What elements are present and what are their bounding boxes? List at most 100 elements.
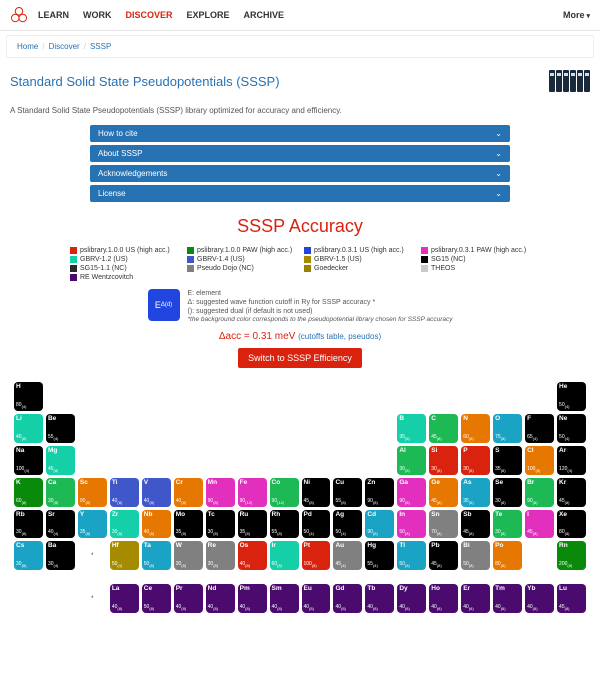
element-cd[interactable]: Cd90(8) xyxy=(365,510,394,539)
element-kr[interactable]: Kr45(8) xyxy=(557,478,586,507)
element-sb[interactable]: Sb45(8) xyxy=(461,510,490,539)
element-br[interactable]: Br90(8) xyxy=(525,478,554,507)
element-zr[interactable]: Zr30(8) xyxy=(110,510,139,539)
element-te[interactable]: Te30(8) xyxy=(493,510,522,539)
element-fe[interactable]: Fe90(12) xyxy=(238,478,267,507)
element-eu[interactable]: Eu40(8) xyxy=(302,584,331,613)
element-v[interactable]: V40(8) xyxy=(142,478,171,507)
crumb-sssp[interactable]: SSSP xyxy=(90,42,111,51)
element-zn[interactable]: Zn90(8) xyxy=(365,478,394,507)
element-al[interactable]: Al30(8) xyxy=(397,446,426,475)
element-tl[interactable]: Tl50(8) xyxy=(397,541,426,570)
element-pt[interactable]: Pt100(8) xyxy=(302,541,331,570)
element-yb[interactable]: Yb40(8) xyxy=(525,584,554,613)
element-rh[interactable]: Rh55(8) xyxy=(270,510,299,539)
accordion-how-to-cite[interactable]: How to cite⌄ xyxy=(90,125,510,142)
element-cl[interactable]: Cl100(8) xyxy=(525,446,554,475)
crumb-home[interactable]: Home xyxy=(17,42,38,51)
element-bi[interactable]: Bi50(8) xyxy=(461,541,490,570)
element-re[interactable]: Re30(8) xyxy=(206,541,235,570)
element-xe[interactable]: Xe80(8) xyxy=(557,510,586,539)
element-ar[interactable]: Ar120(4) xyxy=(557,446,586,475)
nav-learn[interactable]: LEARN xyxy=(38,10,69,20)
more-menu[interactable]: More xyxy=(563,10,590,20)
element-er[interactable]: Er40(8) xyxy=(461,584,490,613)
element-ag[interactable]: Ag50(4) xyxy=(333,510,362,539)
element-ga[interactable]: Ga90(8) xyxy=(397,478,426,507)
element-mn[interactable]: Mn90(8) xyxy=(206,478,235,507)
element-au[interactable]: Au45(4) xyxy=(333,541,362,570)
accordion-acknowledgements[interactable]: Acknowledgements⌄ xyxy=(90,165,510,182)
delta-links[interactable]: (cutoffs table, pseudos) xyxy=(298,332,381,341)
element-f[interactable]: F65(4) xyxy=(525,414,554,443)
element-ti[interactable]: Ti40(8) xyxy=(110,478,139,507)
element-be[interactable]: Be55(4) xyxy=(46,414,75,443)
element-in[interactable]: In50(8) xyxy=(397,510,426,539)
element-p[interactable]: P30(8) xyxy=(461,446,490,475)
element-rb[interactable]: Rb30(8) xyxy=(14,510,43,539)
element-rn[interactable]: Rn200(8) xyxy=(557,541,586,570)
element-k[interactable]: K60(8) xyxy=(14,478,43,507)
element-si[interactable]: Si30(8) xyxy=(429,446,458,475)
nav-archive[interactable]: ARCHIVE xyxy=(244,10,285,20)
element-cu[interactable]: Cu55(8) xyxy=(333,478,362,507)
element-ge[interactable]: Ge45(8) xyxy=(429,478,458,507)
element-s[interactable]: S35(8) xyxy=(493,446,522,475)
element-la[interactable]: La40(8) xyxy=(110,584,139,613)
element-os[interactable]: Os40(8) xyxy=(238,541,267,570)
element-ne[interactable]: Ne50(4) xyxy=(557,414,586,443)
element-po[interactable]: Po80(8) xyxy=(493,541,522,570)
element-ce[interactable]: Ce50(8) xyxy=(142,584,171,613)
element-lu[interactable]: Lu45(8) xyxy=(557,584,586,613)
element-gd[interactable]: Gd40(8) xyxy=(333,584,362,613)
element-dy[interactable]: Dy40(8) xyxy=(397,584,426,613)
element-ta[interactable]: Ta50(8) xyxy=(142,541,171,570)
element-ir[interactable]: Ir60(8) xyxy=(270,541,299,570)
element-co[interactable]: Co90(12) xyxy=(270,478,299,507)
element-tc[interactable]: Tc30(8) xyxy=(206,510,235,539)
element-sm[interactable]: Sm40(8) xyxy=(270,584,299,613)
element-mo[interactable]: Mo35(8) xyxy=(174,510,203,539)
element-nb[interactable]: Nb40(8) xyxy=(142,510,171,539)
element-pb[interactable]: Pb45(8) xyxy=(429,541,458,570)
accordion-license[interactable]: License⌄ xyxy=(90,185,510,202)
element-ru[interactable]: Ru35(8) xyxy=(238,510,267,539)
crumb-discover[interactable]: Discover xyxy=(49,42,80,51)
element-he[interactable]: He50(4) xyxy=(557,382,586,411)
element-tb[interactable]: Tb40(8) xyxy=(365,584,394,613)
element-na[interactable]: Na100(4) xyxy=(14,446,43,475)
element-sr[interactable]: Sr40(4) xyxy=(46,510,75,539)
element-c[interactable]: C45(8) xyxy=(429,414,458,443)
element-hf[interactable]: Hf50(4) xyxy=(110,541,139,570)
element-i[interactable]: I45(8) xyxy=(525,510,554,539)
element-cs[interactable]: Cs30(8) xyxy=(14,541,43,570)
nav-discover[interactable]: DISCOVER xyxy=(126,10,173,20)
element-li[interactable]: Li40(8) xyxy=(14,414,43,443)
nav-work[interactable]: WORK xyxy=(83,10,112,20)
element-hg[interactable]: Hg55(4) xyxy=(365,541,394,570)
element-nd[interactable]: Nd40(8) xyxy=(206,584,235,613)
element-pr[interactable]: Pr40(8) xyxy=(174,584,203,613)
element-ba[interactable]: Ba30(4) xyxy=(46,541,75,570)
switch-efficiency-button[interactable]: Switch to SSSP Efficiency xyxy=(238,348,362,368)
element-w[interactable]: W30(8) xyxy=(174,541,203,570)
element-tm[interactable]: Tm40(8) xyxy=(493,584,522,613)
element-ni[interactable]: Ni45(8) xyxy=(302,478,331,507)
element-ca[interactable]: Ca30(8) xyxy=(46,478,75,507)
element-mg[interactable]: Mg45(8) xyxy=(46,446,75,475)
element-cr[interactable]: Cr40(8) xyxy=(174,478,203,507)
element-pm[interactable]: Pm40(8) xyxy=(238,584,267,613)
element-o[interactable]: O75(8) xyxy=(493,414,522,443)
element-h[interactable]: H80(4) xyxy=(14,382,43,411)
element-sn[interactable]: Sn70(8) xyxy=(429,510,458,539)
element-n[interactable]: N60(8) xyxy=(461,414,490,443)
element-sc[interactable]: Sc90(8) xyxy=(78,478,107,507)
element-y[interactable]: Y35(8) xyxy=(78,510,107,539)
element-ho[interactable]: Ho40(8) xyxy=(429,584,458,613)
element-pd[interactable]: Pd50(4) xyxy=(302,510,331,539)
nav-explore[interactable]: EXPLORE xyxy=(187,10,230,20)
element-as[interactable]: As35(8) xyxy=(461,478,490,507)
element-se[interactable]: Se30(8) xyxy=(493,478,522,507)
element-b[interactable]: B35(8) xyxy=(397,414,426,443)
accordion-about-sssp[interactable]: About SSSP⌄ xyxy=(90,145,510,162)
